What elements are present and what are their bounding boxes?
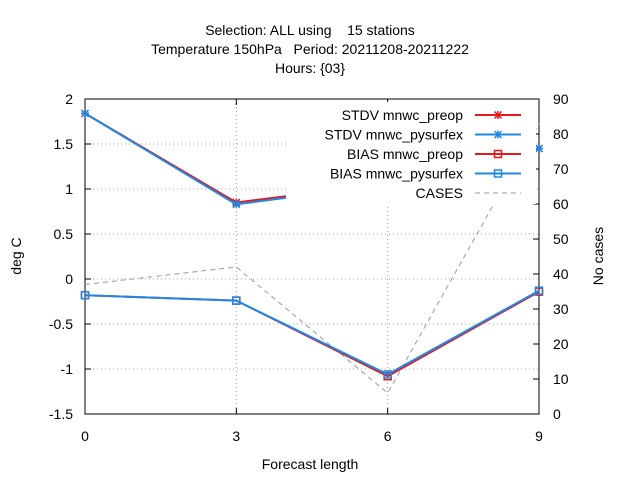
data-point <box>534 286 544 295</box>
legend-entry: BIAS mnwc_preop <box>347 146 521 162</box>
data-point <box>383 370 392 379</box>
y2-tick-label: 50 <box>553 231 569 247</box>
data-point <box>80 109 90 118</box>
x-tick-label: 3 <box>232 428 240 444</box>
series-4 <box>84 123 540 394</box>
title-line: Selection: ALL using 15 stations <box>205 22 415 38</box>
y2-axis-label: No cases <box>590 227 606 285</box>
plot-frame <box>84 98 540 415</box>
legend-entry: BIAS mnwc_pysurfex <box>330 166 521 182</box>
x-tick-label: 6 <box>384 428 392 444</box>
data-point <box>232 200 241 209</box>
x-axis-label: Forecast length <box>262 456 359 472</box>
title-line: Temperature 150hPa Period: 20211208-2021… <box>151 41 469 57</box>
series-3 <box>80 286 544 379</box>
legend-entry: CASES <box>416 185 521 201</box>
legend-label: STDV mnwc_pysurfex <box>325 127 463 143</box>
y2-tick-label: 60 <box>553 196 569 212</box>
y2-tick-label: 40 <box>553 266 569 282</box>
y-tick-label: 0.5 <box>54 226 74 242</box>
series-line <box>84 123 540 394</box>
y-tick-label: -1 <box>61 361 74 377</box>
y-tick-labels: -1.5 -1 -0.5 0 0.5 1 1.5 2 <box>49 91 73 422</box>
y-axis-label: deg C <box>8 237 24 274</box>
legend-label: CASES <box>416 185 463 201</box>
axes <box>84 98 540 415</box>
data-point <box>80 290 90 300</box>
x-tick-label: 9 <box>535 428 543 444</box>
y-tick-label: -0.5 <box>49 316 73 332</box>
y-tick-label: 1.5 <box>54 136 74 152</box>
y-tick-label: 0 <box>65 271 73 287</box>
chart-title: Selection: ALL using 15 stations Temperat… <box>151 22 469 76</box>
legend-label: BIAS mnwc_preop <box>347 146 463 162</box>
data-point <box>493 110 503 120</box>
y2-tick-label: 70 <box>553 161 569 177</box>
y2-tick-label: 80 <box>553 126 569 142</box>
legend: STDV mnwc_preop STDV mnwc_pysurfex BIAS mn… <box>286 102 536 204</box>
y2-tick-label: 20 <box>553 336 569 352</box>
data-point <box>232 296 241 305</box>
y2-tick-label: 90 <box>553 91 569 107</box>
legend-label: STDV mnwc_preop <box>342 107 464 123</box>
y2-tick-label: 30 <box>553 301 569 317</box>
x-tick-labels: 0 3 6 9 <box>81 428 543 444</box>
data-point <box>493 169 503 178</box>
data-point <box>493 149 503 159</box>
series-line <box>84 290 540 378</box>
x-tick-label: 0 <box>81 428 89 444</box>
legend-entry: STDV mnwc_pysurfex <box>325 127 521 143</box>
series-2 <box>80 287 544 381</box>
data-point <box>534 144 544 153</box>
y2-tick-labels: 0 10 20 30 40 50 60 70 80 90 <box>553 91 569 422</box>
title-line: Hours: {03} <box>275 60 345 76</box>
y2-tick-label: 10 <box>553 371 569 387</box>
data-point <box>493 130 503 139</box>
y-tick-label: -1.5 <box>49 406 73 422</box>
series-line <box>84 289 540 376</box>
y2-tick-label: 0 <box>553 406 561 422</box>
y-tick-label: 2 <box>65 91 73 107</box>
y-tick-label: 1 <box>65 181 73 197</box>
legend-entry: STDV mnwc_preop <box>342 107 521 123</box>
legend-label: BIAS mnwc_pysurfex <box>330 166 463 182</box>
